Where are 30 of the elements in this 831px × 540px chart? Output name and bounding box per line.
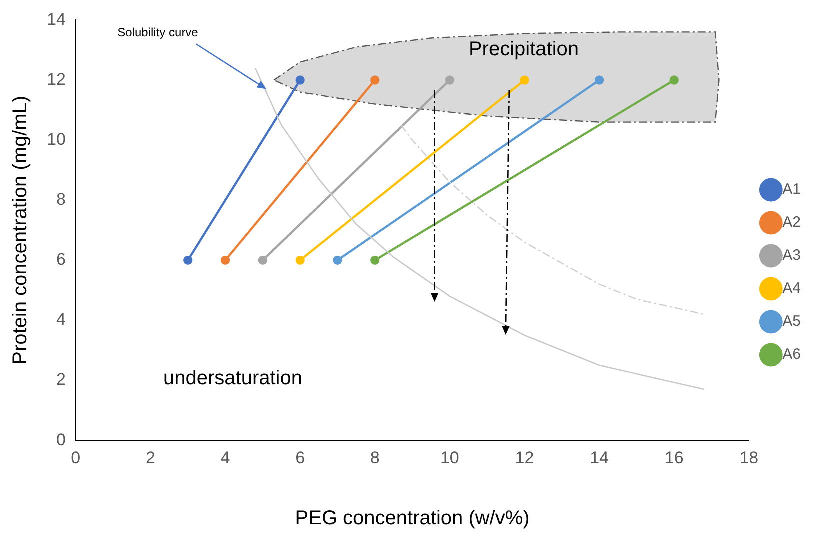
legend-label: A3 [782, 247, 802, 264]
x-tick-label: 18 [740, 448, 759, 468]
legend-label: A1 [782, 181, 802, 198]
legend-label: A2 [782, 214, 802, 232]
y-tick-label: 2 [56, 370, 66, 390]
annotation: undersaturation [164, 368, 302, 390]
y-tick-label: 10 [46, 130, 66, 149]
annotation: Precipitation [468, 38, 580, 61]
x-axis-title: PEG concentration (w/v%) [295, 508, 530, 530]
y-tick-label: 14 [46, 10, 66, 29]
y-tick-label: 4 [56, 310, 66, 330]
y-tick-label: 6 [56, 250, 66, 270]
line-series [400, 124, 705, 316]
y-axis-title: Protein concentration (mg/mL) [10, 96, 32, 365]
x-tick-label: 14 [590, 448, 610, 468]
y-tick-label: 0 [56, 430, 66, 450]
legend-label: A6 [782, 346, 802, 364]
x-tick-label: 12 [515, 448, 534, 468]
x-tick-label: 10 [440, 448, 460, 468]
annotation: Solubility curve [118, 25, 199, 40]
x-tick-label: 8 [370, 448, 380, 468]
x-tick-label: 16 [664, 448, 684, 468]
x-tick-label: 4 [220, 448, 230, 468]
x-tick-label: 0 [71, 448, 81, 468]
legend-label: A5 [782, 313, 802, 330]
x-tick-label: 2 [146, 448, 156, 468]
legend-label: A4 [782, 280, 802, 298]
y-tick-label: 12 [46, 70, 66, 89]
x-tick-label: 6 [296, 448, 306, 468]
y-tick-label: 8 [56, 190, 66, 210]
